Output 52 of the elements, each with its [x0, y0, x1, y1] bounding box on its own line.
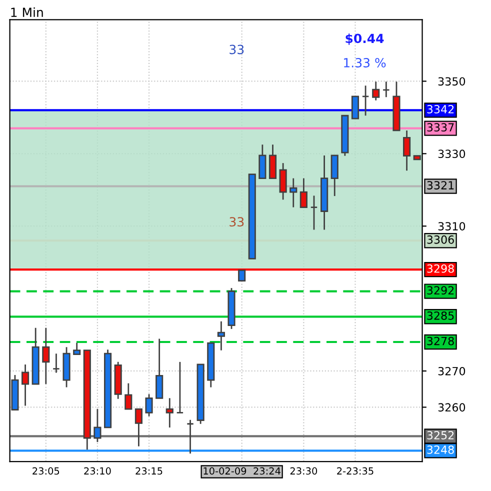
candlestick	[217, 320, 225, 352]
x-tick-label: 2-23:35	[337, 467, 374, 475]
candlestick	[145, 393, 153, 417]
candlestick	[134, 408, 142, 448]
ref-line-label: 3321	[427, 181, 454, 190]
candlestick	[94, 408, 102, 443]
ref-line-label: 3292	[427, 286, 454, 295]
ref-line-label: 3248	[427, 445, 454, 454]
x-tick-label: 23:30	[290, 467, 318, 475]
annotation: 33	[230, 44, 244, 54]
candlestick	[330, 154, 338, 197]
candlestick	[238, 270, 246, 282]
candlestick	[73, 342, 81, 356]
candlestick	[310, 194, 318, 230]
ref-line-label: 3285	[427, 311, 454, 320]
candlestick	[268, 144, 277, 179]
candlestick	[362, 84, 370, 116]
candlestick	[166, 397, 174, 428]
y-tick-label: 3260	[438, 403, 466, 412]
annotation: $0.44	[346, 33, 384, 45]
chart-title: 1 Min	[11, 7, 43, 17]
ref-line-label: 3298	[427, 264, 454, 273]
x-tick-label: 23:15	[136, 467, 162, 475]
candlestick	[42, 327, 50, 385]
candlestick	[300, 178, 308, 208]
x-tick-label: 23:05	[32, 467, 60, 475]
candlestick	[176, 361, 184, 414]
x-tick-label: 23:10	[84, 467, 111, 475]
candlestick	[156, 338, 164, 399]
candlestick	[372, 80, 380, 102]
candlestick	[258, 144, 266, 179]
candlestick	[186, 419, 194, 454]
y-tick-label: 3350	[438, 77, 466, 86]
annotation: 33	[230, 217, 244, 227]
y-tick-label: 3310	[438, 222, 466, 230]
x-tick-label: 10-02-09 23:24	[204, 467, 280, 475]
y-tick-label: 3330	[438, 150, 466, 158]
ref-line-label: 3342	[427, 105, 454, 114]
ref-line-label: 3252	[427, 431, 454, 440]
candlestick	[382, 80, 390, 98]
candlestick	[403, 130, 411, 172]
candlestick	[351, 96, 360, 120]
candlestick	[290, 178, 298, 208]
ref-line-label: 3278	[427, 336, 454, 346]
y-tick-label: 3270	[438, 366, 466, 376]
annotation: 1.33 %	[344, 58, 386, 68]
ref-line-label: 3337	[427, 123, 454, 132]
candlestick	[279, 162, 287, 200]
candlestick	[22, 364, 30, 406]
ref-line-label: 3306	[427, 235, 454, 244]
candlestick	[124, 382, 132, 410]
candlestick	[52, 352, 60, 374]
